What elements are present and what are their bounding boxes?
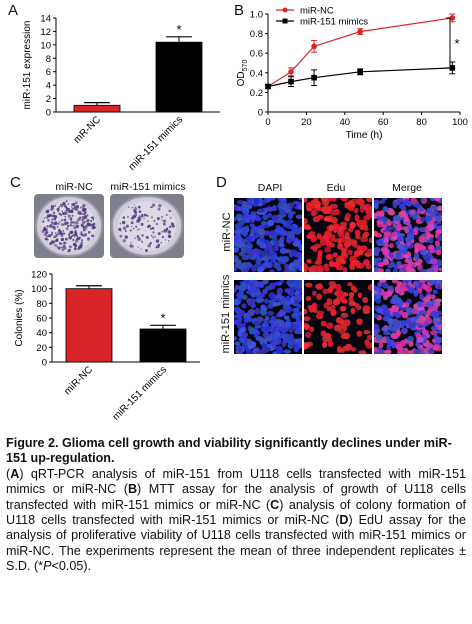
caption-segment: D — [339, 513, 349, 528]
chart-c-y-tick-label: 120 — [31, 270, 47, 281]
chart-b-point — [288, 78, 294, 85]
colony-dish-mimics — [110, 194, 184, 258]
chart-b-legend-label: miR-NC — [300, 6, 334, 17]
colony-photo-label-nc: miR-NC — [55, 181, 93, 193]
chart-c-y-tick-label: 20 — [36, 343, 47, 354]
chart-b-point — [449, 15, 456, 21]
chart-c-significance: * — [160, 310, 165, 325]
chart-b-x-tick-label: 40 — [340, 117, 351, 128]
caption-segment: A — [10, 466, 20, 481]
chart-b-y-tick-label: 0 — [258, 108, 263, 119]
chart-b-mtt: 0 0.2 0.4 0.6 0.8 1.0 0 20 40 60 80 100 Time (h) OD57… — [236, 6, 468, 142]
chart-c-bar — [65, 288, 113, 363]
chart-b-x-tick-label: 100 — [452, 117, 468, 128]
edu-row-label-nc: miR-NC — [221, 212, 233, 252]
chart-a-bar — [155, 41, 203, 113]
chart-a-y-tick-label: 2 — [46, 94, 51, 105]
chart-b-point — [449, 65, 456, 71]
panel-label-c: C — [10, 174, 21, 191]
caption-segment: ) MTT assay for the analysis of growth o… — [6, 482, 466, 512]
chart-b-x-tick-label: 0 — [265, 117, 270, 128]
chart-a-significance: * — [176, 22, 181, 37]
edu-header-edu: Edu — [326, 182, 346, 194]
panel-label-b: B — [234, 2, 245, 19]
colony-dish-nc — [34, 194, 104, 258]
caption-segment: ) analysis of colony formation of U118 c… — [6, 497, 466, 528]
chart-c-y-tick-label: 80 — [36, 299, 47, 310]
chart-c-y-tick-label: 100 — [31, 284, 47, 295]
edu-image-mimics-dapi — [234, 280, 302, 354]
chart-b-y-tick-label: 0.2 — [250, 88, 263, 99]
chart-b-point — [357, 28, 363, 35]
edu-header-dapi: DAPI — [257, 182, 283, 194]
chart-a-y-tick-label: 12 — [40, 27, 51, 38]
caption-segment: ( — [6, 466, 11, 481]
chart-a-y-label: miR-151 expression — [22, 21, 33, 110]
caption-title: Figure 2. Glioma cell growth and viabili… — [6, 436, 452, 466]
chart-a-y-tick-label: 0 — [46, 108, 51, 119]
chart-c-x-tick-label: miR-NC — [62, 364, 95, 397]
chart-b-x-label: Time (h) — [346, 130, 383, 141]
caption-body: (A) qRT-PCR analysis of miR-151 from U11… — [6, 467, 466, 573]
chart-c-colonies: 0 20 40 60 80 100 120 Colonies (%) miR-NC * miR-15… — [14, 270, 200, 423]
caption-segment: P — [43, 559, 52, 574]
colony-photo-label-mimics: miR-151 mimics — [110, 181, 186, 193]
edu-image-nc-edu — [304, 198, 372, 272]
panel-label-a: A — [8, 2, 19, 19]
caption-segment: <0.05). — [51, 559, 92, 574]
chart-b-point — [265, 83, 271, 90]
chart-a-y-tick-label: 8 — [46, 54, 51, 65]
caption-segment: ) qRT-PCR analysis of miR-151 from U118 … — [6, 466, 466, 497]
chart-a-y-tick-label: 14 — [40, 14, 51, 25]
chart-b-y-tick-label: 0.8 — [250, 29, 263, 40]
chart-b-point — [288, 69, 294, 75]
chart-a-y-tick-label: 6 — [46, 67, 51, 78]
chart-b-significance: * — [454, 36, 459, 51]
edu-image-nc-merge — [374, 198, 442, 272]
chart-b-legend-marker — [282, 18, 288, 24]
chart-c-y-tick-label: 40 — [36, 328, 47, 339]
caption-segment: B — [127, 482, 138, 497]
chart-a-y-tick-label: 10 — [40, 40, 51, 51]
chart-a-y-tick-label: 4 — [46, 81, 51, 92]
chart-b-x-tick-label: 20 — [301, 117, 312, 128]
chart-b-x-tick-label: 60 — [378, 117, 389, 128]
chart-b-y-tick-label: 0.4 — [250, 68, 263, 79]
chart-b-point — [311, 43, 317, 50]
chart-b-y-tick-label: 0.6 — [250, 49, 263, 60]
chart-c-x-tick-label: miR-151 mimics — [111, 364, 169, 422]
edu-image-mimics-merge — [374, 280, 442, 354]
edu-header-merge: Merge — [392, 182, 422, 194]
chart-b-x-tick-label: 80 — [416, 117, 427, 128]
chart-c-y-tick-label: 0 — [42, 358, 47, 369]
edu-row-label-mimics: miR-151 mimics — [220, 274, 232, 354]
chart-b-point — [357, 69, 363, 75]
chart-a-x-tick-label: mR-NC — [72, 114, 103, 145]
panel-label-d: D — [216, 174, 227, 191]
chart-b-legend-marker — [282, 7, 288, 13]
caption-segment: C — [270, 497, 280, 512]
chart-b-legend-label: miR-151 mimics — [300, 17, 368, 28]
edu-image-nc-dapi — [234, 198, 302, 272]
chart-c-bar — [139, 328, 187, 363]
chart-c-y-tick-label: 60 — [36, 314, 47, 325]
caption-segment: ) EdU assay for the analysis of prolifer… — [6, 513, 466, 574]
figure-caption: Figure 2. Glioma cell growth and viabili… — [6, 436, 466, 575]
edu-image-mimics-edu — [304, 280, 372, 354]
chart-b-point — [311, 74, 317, 81]
chart-b-y-tick-label: 1.0 — [250, 10, 263, 21]
chart-a-qrtpcr: 0 2 4 6 8 10 12 14 miR-151 expression mR-NC * miR-1… — [22, 14, 220, 172]
chart-a-bar — [73, 104, 121, 113]
chart-c-y-label: Colonies (%) — [14, 289, 25, 346]
chart-b-y-label: OD570 — [236, 60, 249, 87]
chart-a-x-tick-label: miR-151 mimics — [127, 114, 185, 172]
